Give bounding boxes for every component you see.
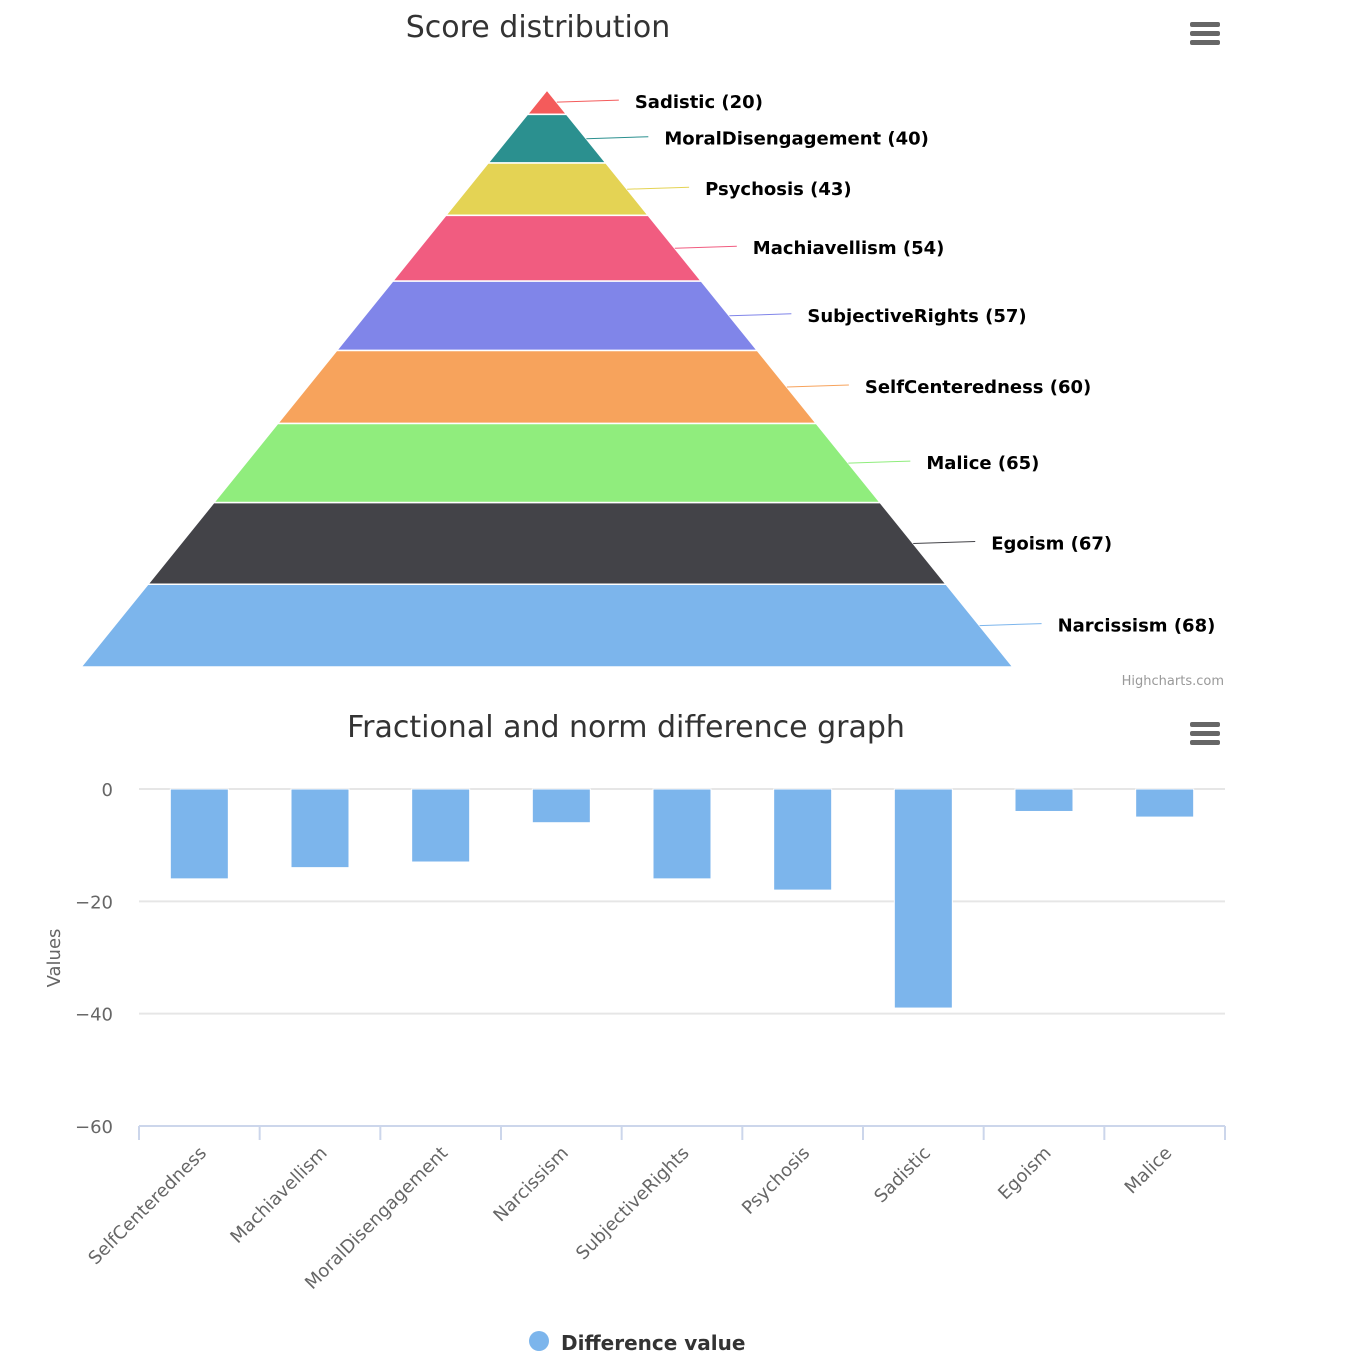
x-tick-label: Machiavellism [226, 1143, 331, 1248]
pyramid-slice-SubjectiveRights[interactable] [335, 280, 759, 352]
bar-menu-button[interactable] [1190, 722, 1220, 745]
x-tick-label: Malice [1121, 1143, 1177, 1199]
credits-link[interactable]: Highcharts.com [1122, 674, 1224, 689]
bar-title: Fractional and norm difference graph [347, 710, 905, 745]
y-tick-label: −60 [75, 1117, 113, 1138]
bar-Sadistic[interactable] [893, 788, 953, 1009]
pyramid-data-label: MoralDisengagement (40) [664, 129, 929, 150]
pyramid-slice-Narcissism[interactable] [79, 583, 1015, 668]
connector-line [979, 623, 1042, 627]
connector-line [556, 99, 619, 103]
pyramid-slice-Psychosis[interactable] [444, 162, 650, 217]
connector-line [848, 460, 911, 464]
connector-line [586, 136, 649, 140]
legend-marker [529, 1331, 549, 1351]
connector-line [913, 540, 976, 544]
bar-SubjectiveRights[interactable] [652, 788, 712, 880]
pyramid-data-label: Narcissism (68) [1058, 616, 1216, 637]
x-tick-label: SelfCenteredness [84, 1143, 210, 1269]
bar-Malice[interactable] [1135, 788, 1195, 818]
bar-SelfCenteredness[interactable] [169, 788, 229, 880]
legend-label[interactable]: Difference value [561, 1331, 745, 1355]
pyramid-data-label: Malice (65) [926, 453, 1039, 474]
x-tick-label: SubjectiveRights [572, 1143, 693, 1264]
x-tick-label: MoralDisengagement [301, 1143, 452, 1294]
pyramid-data-label: Egoism (67) [991, 533, 1112, 554]
connector-line [729, 313, 792, 317]
y-tick-label: 0 [102, 780, 113, 801]
x-tick-label: Psychosis [738, 1143, 814, 1219]
connector-line [786, 384, 849, 388]
pyramid-data-label: Psychosis (43) [705, 179, 852, 200]
bar-Egoism[interactable] [1014, 788, 1074, 812]
y-tick-label: −40 [75, 1005, 113, 1026]
x-tick-label: Sadistic [870, 1143, 935, 1208]
connector-line [674, 245, 737, 249]
pyramid-slice-Malice[interactable] [212, 422, 882, 504]
legend-item[interactable]: Difference value [529, 1331, 745, 1355]
y-tick-label: −20 [75, 892, 113, 913]
pyramid-slice-SelfCenteredness[interactable] [276, 349, 818, 425]
y-axis-label: Values [44, 929, 65, 988]
connector-line [627, 186, 690, 190]
pyramid-slice-Egoism[interactable] [146, 501, 948, 585]
bar-MoralDisengagement[interactable] [411, 788, 471, 863]
pyramid-data-label: SelfCenteredness (60) [865, 377, 1091, 398]
x-tick-label: Egoism [994, 1143, 1055, 1204]
bar-Psychosis[interactable] [773, 788, 833, 891]
bar-Machiavellism[interactable] [290, 788, 350, 869]
pyramid-data-label: SubjectiveRights (57) [807, 306, 1026, 327]
pyramid-menu-button[interactable] [1190, 22, 1220, 45]
pyramid-data-label: Sadistic (20) [635, 92, 763, 113]
pyramid-title: Score distribution [406, 10, 671, 45]
x-tick-label: Narcissism [489, 1143, 572, 1226]
bar-Narcissism[interactable] [531, 788, 591, 824]
pyramid-slice-Machiavellism[interactable] [391, 214, 703, 282]
pyramid-data-label: Machiavellism (54) [753, 238, 945, 259]
pyramid-plot: Sadistic (20) MoralDisengagement (40) Psyc… [79, 88, 1216, 668]
